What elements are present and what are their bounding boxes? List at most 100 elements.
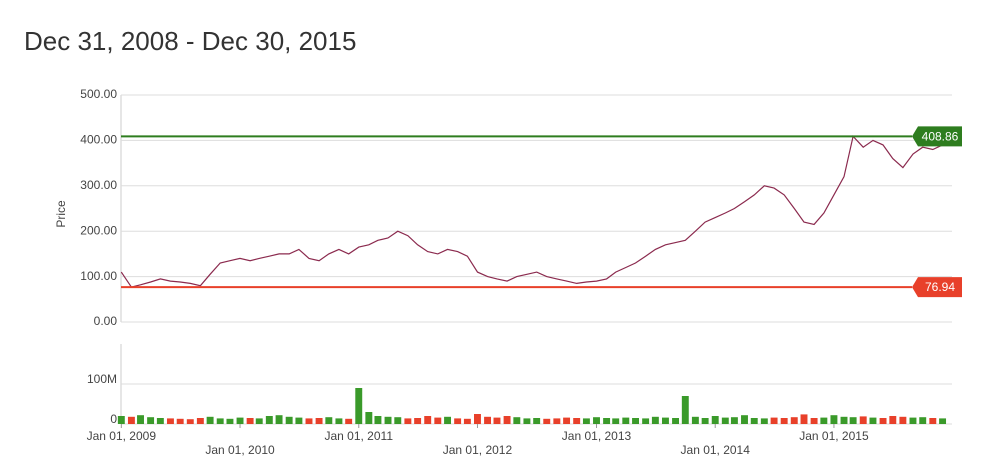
x-tick-label: Jan 01, 2013	[562, 429, 632, 443]
volume-bar	[622, 417, 630, 424]
volume-bar	[236, 417, 244, 424]
volume-bar	[156, 418, 164, 424]
volume-bar	[840, 416, 848, 424]
y-tick-label: 400.00	[80, 133, 117, 147]
volume-bar	[543, 418, 551, 424]
y-tick-label: 0	[110, 412, 117, 426]
volume-bar	[474, 414, 481, 424]
volume-bar	[651, 416, 659, 424]
x-tick-label: Jan 01, 2010	[205, 443, 275, 457]
volume-bar	[573, 418, 581, 424]
y-tick-label: 100.00	[80, 269, 117, 283]
volume-bar	[582, 418, 590, 424]
volume-bar	[681, 396, 689, 424]
volume-bar	[365, 412, 373, 424]
x-tick-label: Jan 01, 2009	[87, 429, 157, 443]
volume-bar	[820, 417, 828, 424]
volume-bar	[701, 418, 709, 424]
volume-bar	[810, 418, 818, 424]
x-tick-label: Jan 01, 2012	[443, 443, 513, 457]
y-tick-label: 0.00	[94, 314, 118, 328]
volume-bar	[255, 418, 263, 424]
volume-bar	[672, 418, 680, 424]
price-line	[120, 135, 943, 288]
y-tick-label: 200.00	[80, 223, 117, 237]
volume-bar	[879, 418, 887, 424]
volume-bar	[741, 415, 748, 424]
volume-bar	[117, 416, 125, 424]
volume-bar	[929, 418, 937, 424]
volume-bar	[661, 417, 669, 424]
volume-bar	[206, 416, 214, 424]
volume-bar	[186, 419, 194, 424]
x-tick-label: Jan 01, 2014	[681, 443, 751, 457]
volume-bar	[305, 418, 313, 424]
max-line-tag	[912, 126, 962, 147]
volume-bar	[454, 418, 462, 424]
volume-bar	[869, 417, 877, 424]
volume-bar	[523, 418, 531, 424]
volume-bar	[166, 418, 174, 424]
volume-bar	[484, 416, 492, 424]
volume-bar	[414, 418, 422, 424]
max-line-label: 408.86	[922, 130, 959, 144]
volume-bar	[246, 418, 254, 424]
volume-bar	[612, 418, 620, 424]
volume-bar	[889, 416, 897, 424]
chart-title: Dec 31, 2008 - Dec 30, 2015	[24, 26, 356, 56]
volume-bar	[939, 418, 947, 424]
y-axis-label: Price	[54, 200, 68, 228]
volume-bar	[345, 418, 353, 424]
volume-bar	[750, 418, 758, 424]
min-line-tag	[912, 277, 962, 298]
y-tick-label: 500.00	[80, 87, 117, 101]
volume-bar	[919, 417, 927, 424]
volume-bar	[513, 417, 521, 424]
volume-bar	[563, 417, 571, 424]
volume-bar	[691, 416, 699, 424]
volume-bar	[147, 417, 155, 424]
volume-bar	[325, 417, 333, 424]
volume-bar	[780, 418, 788, 424]
volume-bar	[127, 416, 135, 424]
volume-bar	[859, 416, 867, 424]
volume-bar	[196, 418, 204, 424]
volume-bar	[137, 415, 144, 424]
y-tick-label: 100M	[87, 372, 117, 386]
x-tick-label: Jan 01, 2015	[799, 429, 869, 443]
volume-bar	[593, 417, 600, 424]
volume-bar	[265, 416, 273, 424]
volume-bar	[711, 416, 719, 424]
volume-bar	[830, 415, 838, 424]
volume-bar	[603, 418, 611, 424]
volume-bar	[355, 388, 363, 424]
volume-bar	[285, 416, 293, 424]
volume-bar	[790, 417, 798, 424]
volume-bar	[424, 416, 432, 424]
volume-bar	[374, 416, 382, 424]
min-line-label: 76.94	[925, 280, 955, 294]
volume-bar	[553, 418, 561, 424]
volume-bar	[444, 416, 452, 424]
volume-bar	[493, 417, 501, 424]
volume-bar	[275, 415, 283, 424]
volume-bar	[434, 417, 442, 424]
volume-bar	[463, 418, 471, 424]
volume-bar	[770, 417, 778, 424]
volume-bar	[760, 418, 768, 424]
volume-bar	[226, 418, 234, 424]
volume-bar	[404, 418, 412, 424]
volume-bar	[849, 417, 857, 424]
volume-bar	[721, 417, 729, 424]
volume-bar	[176, 418, 184, 424]
volume-bar	[216, 418, 224, 424]
volume-bar	[899, 416, 907, 424]
x-tick-label: Jan 01, 2011	[324, 429, 393, 443]
volume-bar	[632, 418, 639, 424]
y-tick-label: 300.00	[80, 178, 117, 192]
volume-bar	[384, 416, 392, 424]
volume-bar	[533, 418, 541, 424]
volume-bar	[730, 417, 738, 424]
volume-bar	[800, 414, 808, 424]
